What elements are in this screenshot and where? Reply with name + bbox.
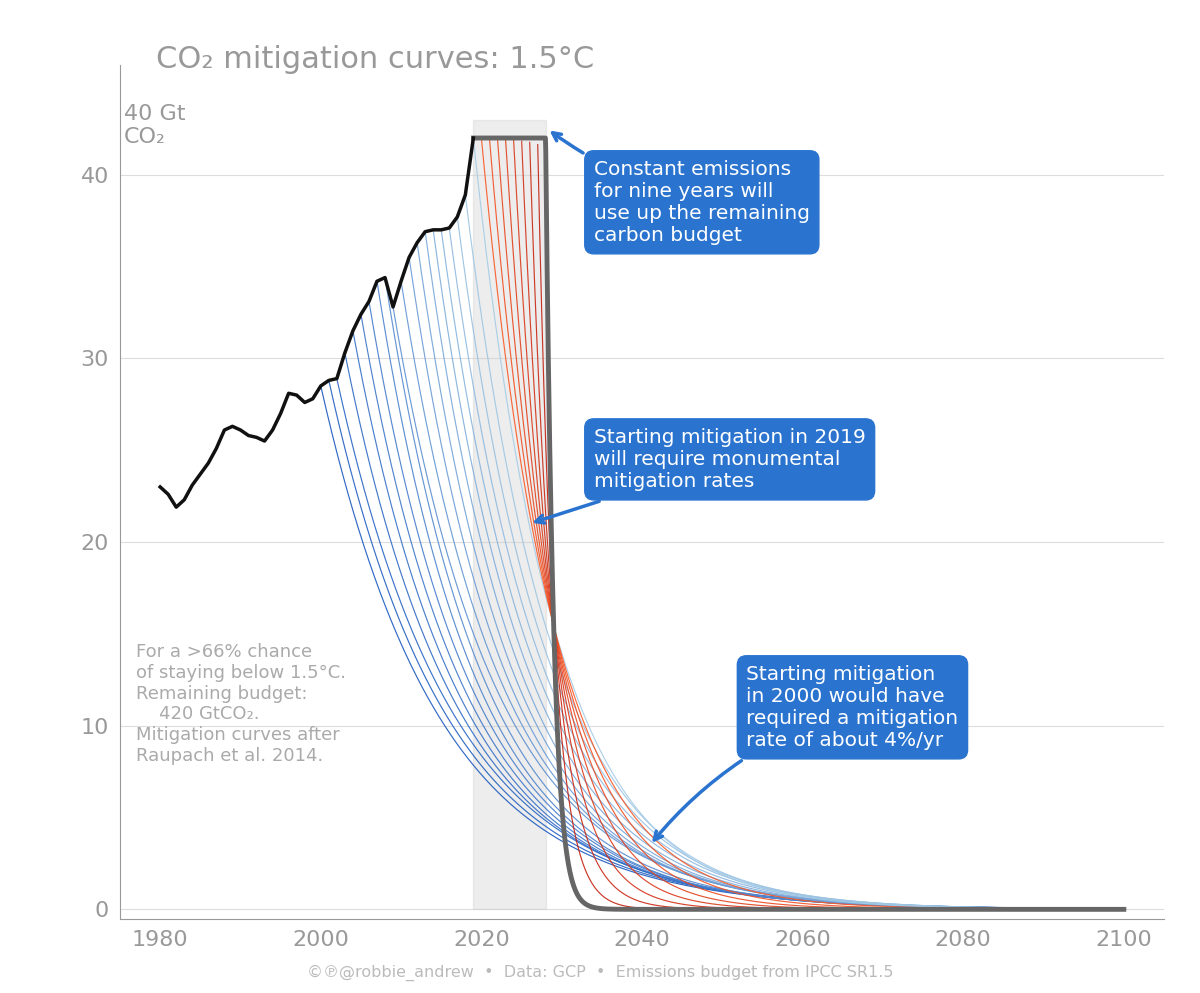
Polygon shape bbox=[473, 119, 546, 910]
Text: Starting mitigation in 2019
will require monumental
mitigation rates: Starting mitigation in 2019 will require… bbox=[536, 428, 865, 523]
Text: CO₂ mitigation curves: 1.5°C: CO₂ mitigation curves: 1.5°C bbox=[156, 45, 594, 73]
Text: Starting mitigation
in 2000 would have
required a mitigation
rate of about 4%/yr: Starting mitigation in 2000 would have r… bbox=[654, 665, 959, 840]
Text: For a >66% chance
of staying below 1.5°C.
Remaining budget:
    420 GtCO₂.
Mitig: For a >66% chance of staying below 1.5°C… bbox=[136, 643, 346, 765]
Text: 40 Gt
CO₂: 40 Gt CO₂ bbox=[124, 104, 186, 147]
Text: ©℗@robbie_andrew  •  Data: GCP  •  Emissions budget from IPCC SR1.5: ©℗@robbie_andrew • Data: GCP • Emissions… bbox=[307, 965, 893, 981]
Text: Constant emissions
for nine years will
use up the remaining
carbon budget: Constant emissions for nine years will u… bbox=[552, 133, 810, 245]
